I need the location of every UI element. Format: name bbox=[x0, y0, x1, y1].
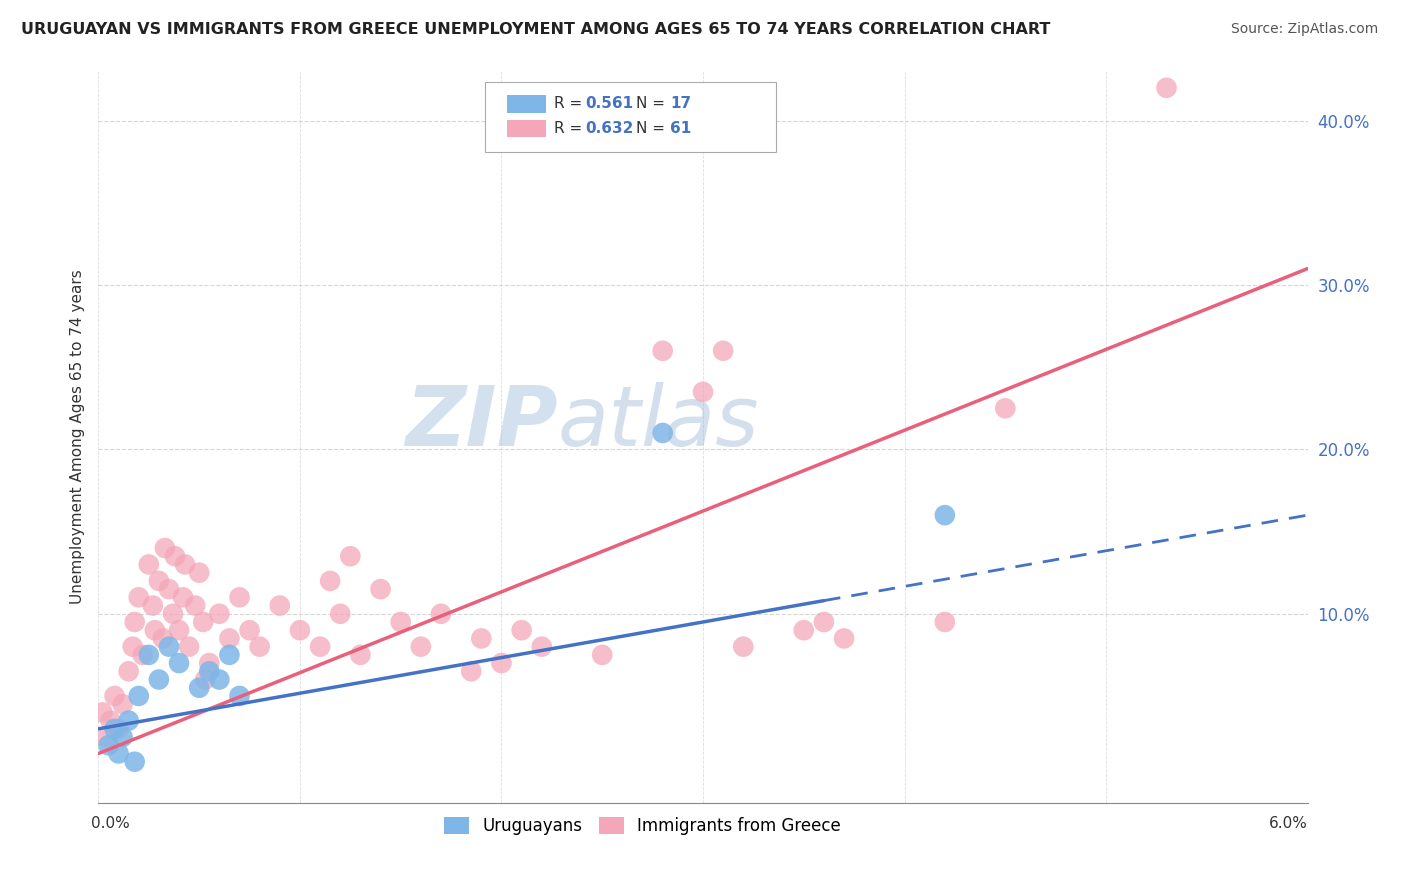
Point bbox=[934, 615, 956, 629]
Point bbox=[309, 640, 332, 654]
Point bbox=[510, 624, 533, 638]
Point bbox=[128, 591, 150, 605]
Point bbox=[91, 706, 114, 720]
Point bbox=[188, 681, 211, 695]
Text: 0.632: 0.632 bbox=[586, 121, 634, 136]
Point bbox=[269, 599, 291, 613]
Point bbox=[651, 425, 673, 440]
Text: N =: N = bbox=[637, 96, 671, 111]
Text: Source: ZipAtlas.com: Source: ZipAtlas.com bbox=[1230, 22, 1378, 37]
Text: 17: 17 bbox=[671, 96, 692, 111]
Point bbox=[460, 665, 482, 679]
Point bbox=[832, 632, 855, 646]
Point bbox=[692, 384, 714, 399]
Point bbox=[128, 689, 150, 703]
Point bbox=[184, 599, 207, 613]
Point bbox=[793, 624, 815, 638]
Point bbox=[100, 714, 122, 728]
Point bbox=[370, 582, 392, 596]
Point bbox=[288, 624, 311, 638]
Point bbox=[103, 689, 125, 703]
Point bbox=[934, 508, 956, 523]
Point bbox=[409, 640, 432, 654]
Point bbox=[179, 640, 201, 654]
Text: 0.0%: 0.0% bbox=[91, 816, 131, 831]
Point bbox=[167, 656, 190, 670]
Point bbox=[389, 615, 412, 629]
Point bbox=[148, 574, 170, 588]
Point bbox=[103, 722, 125, 736]
Text: R =: R = bbox=[554, 121, 588, 136]
Point bbox=[198, 665, 221, 679]
Point bbox=[339, 549, 361, 564]
Point bbox=[96, 730, 118, 744]
Point bbox=[319, 574, 342, 588]
Point bbox=[143, 624, 166, 638]
Point bbox=[228, 591, 250, 605]
Point bbox=[218, 632, 240, 646]
Point bbox=[121, 640, 143, 654]
Point bbox=[198, 656, 221, 670]
FancyBboxPatch shape bbox=[485, 82, 776, 152]
Point bbox=[249, 640, 271, 654]
Point bbox=[153, 541, 176, 555]
Text: ZIP: ZIP bbox=[405, 382, 558, 463]
Point bbox=[239, 624, 262, 638]
Point bbox=[430, 607, 453, 621]
Text: R =: R = bbox=[554, 96, 588, 111]
Point bbox=[733, 640, 755, 654]
Point bbox=[157, 640, 180, 654]
Point bbox=[651, 343, 673, 358]
Point bbox=[111, 697, 134, 711]
Point bbox=[118, 665, 141, 679]
Point bbox=[97, 739, 120, 753]
FancyBboxPatch shape bbox=[508, 95, 546, 113]
Point bbox=[152, 632, 174, 646]
Text: 61: 61 bbox=[671, 121, 692, 136]
Point bbox=[188, 566, 211, 580]
Point bbox=[142, 599, 165, 613]
Point bbox=[228, 689, 250, 703]
Text: 0.561: 0.561 bbox=[586, 96, 634, 111]
Point bbox=[711, 343, 734, 358]
Point bbox=[193, 615, 215, 629]
Point bbox=[174, 558, 197, 572]
Point bbox=[138, 558, 160, 572]
Point bbox=[132, 648, 155, 662]
Point bbox=[172, 591, 194, 605]
Point bbox=[530, 640, 553, 654]
Point bbox=[1156, 80, 1178, 95]
Text: 6.0%: 6.0% bbox=[1268, 816, 1308, 831]
Text: atlas: atlas bbox=[558, 382, 759, 463]
Point bbox=[591, 648, 613, 662]
Point bbox=[470, 632, 492, 646]
FancyBboxPatch shape bbox=[508, 120, 546, 137]
Point bbox=[994, 401, 1017, 416]
Text: URUGUAYAN VS IMMIGRANTS FROM GREECE UNEMPLOYMENT AMONG AGES 65 TO 74 YEARS CORRE: URUGUAYAN VS IMMIGRANTS FROM GREECE UNEM… bbox=[21, 22, 1050, 37]
Point bbox=[218, 648, 240, 662]
Point bbox=[148, 673, 170, 687]
Point bbox=[118, 714, 141, 728]
Point bbox=[167, 624, 190, 638]
Point bbox=[208, 607, 231, 621]
Point bbox=[124, 615, 146, 629]
Point bbox=[163, 549, 186, 564]
Point bbox=[107, 747, 129, 761]
Point bbox=[208, 673, 231, 687]
Point bbox=[107, 722, 129, 736]
Point bbox=[157, 582, 180, 596]
Point bbox=[813, 615, 835, 629]
Point bbox=[349, 648, 371, 662]
Point bbox=[138, 648, 160, 662]
Legend: Uruguayans, Immigrants from Greece: Uruguayans, Immigrants from Greece bbox=[437, 811, 848, 842]
Point bbox=[111, 730, 134, 744]
Point bbox=[329, 607, 352, 621]
Point bbox=[491, 656, 513, 670]
Point bbox=[162, 607, 184, 621]
Point bbox=[124, 755, 146, 769]
Y-axis label: Unemployment Among Ages 65 to 74 years: Unemployment Among Ages 65 to 74 years bbox=[69, 269, 84, 605]
Point bbox=[194, 673, 217, 687]
Text: N =: N = bbox=[637, 121, 671, 136]
